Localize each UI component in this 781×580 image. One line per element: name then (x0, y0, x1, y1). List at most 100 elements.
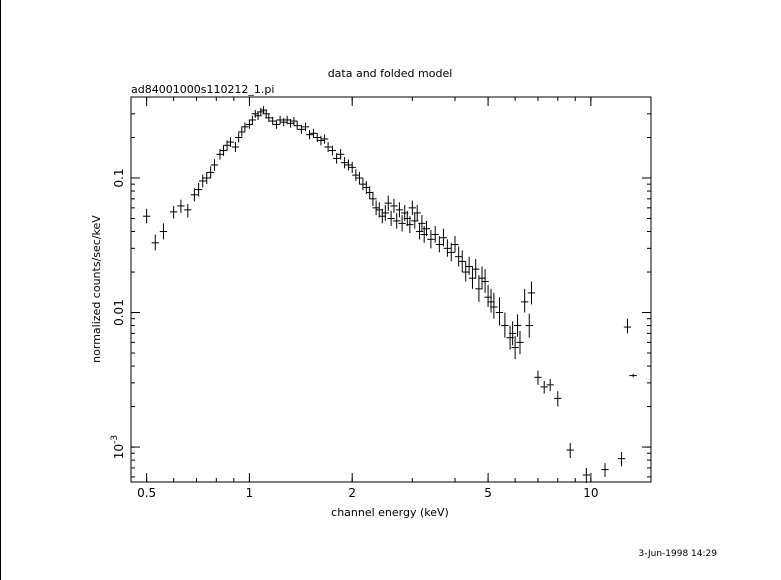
data-point (468, 266, 477, 289)
x-axis-ticks: 0.5 1 2 5 10 (137, 97, 599, 500)
data-point (241, 122, 249, 132)
data-point (435, 236, 444, 253)
data-point (245, 120, 254, 129)
data-point (422, 220, 431, 237)
data-point (427, 230, 435, 249)
data-point (340, 157, 349, 169)
data-point (234, 132, 243, 143)
chart-subtitle: ad84001000s110212_1.pi (131, 83, 274, 96)
data-point (458, 250, 466, 273)
data-point (352, 169, 360, 181)
y-axis-label: normalized counts/sec/keV (90, 215, 103, 363)
data-point (540, 380, 548, 394)
data-point (447, 242, 455, 262)
data-point (508, 321, 517, 346)
data-point (313, 133, 321, 143)
data-point (344, 159, 353, 171)
data-point (286, 119, 295, 128)
data-point (332, 153, 341, 164)
data-point (501, 312, 509, 338)
data-point (272, 120, 281, 129)
data-point (462, 261, 470, 282)
data-point (521, 288, 529, 313)
x-tick-label: 1 (246, 486, 254, 500)
data-point (159, 223, 168, 240)
data-point (390, 198, 398, 213)
chart-title: data and folded model (328, 67, 453, 80)
x-tick-label: 2 (348, 486, 356, 500)
data-point (439, 228, 448, 247)
x-tick-label: 0.5 (137, 486, 156, 500)
data-point (454, 246, 463, 267)
data-point (387, 210, 395, 226)
data-point (206, 166, 215, 179)
data-point (194, 182, 203, 197)
data-point (601, 463, 609, 477)
data-point (398, 215, 406, 232)
data-point (248, 115, 257, 125)
data-point (525, 313, 533, 338)
data-point (297, 124, 306, 134)
data-point (328, 145, 337, 156)
data-point (582, 467, 591, 484)
data-point (478, 266, 486, 289)
plot-frame (130, 96, 652, 483)
data-point (293, 121, 301, 130)
data-point (265, 113, 273, 122)
data-point (406, 216, 414, 234)
x-tick-label: 5 (484, 486, 492, 500)
data-point (375, 202, 383, 218)
data-point (465, 256, 473, 276)
data-point (513, 314, 522, 337)
data-point (511, 335, 519, 360)
y-tick-label: 10-3 (110, 435, 126, 459)
data-point (475, 275, 483, 302)
data-point (481, 269, 489, 293)
data-point (355, 171, 364, 185)
data-point (366, 186, 374, 199)
data-point (431, 225, 439, 243)
data-point (280, 118, 288, 127)
data-point (362, 180, 370, 195)
data-point (210, 159, 219, 171)
left-border-rule (0, 0, 1, 580)
data-point (238, 127, 246, 137)
timestamp: 3-Jun-1998 14:29 (639, 549, 718, 559)
data-point (408, 200, 416, 216)
data-point (290, 117, 298, 126)
data-point (369, 191, 377, 206)
data-point (384, 195, 392, 211)
x-tick-label: 10 (583, 486, 598, 500)
data-point (443, 239, 452, 257)
data-point (269, 117, 277, 126)
data-point (309, 128, 318, 138)
data-point (324, 142, 332, 153)
data-point (184, 204, 192, 218)
data-point (372, 200, 380, 216)
data-point (495, 297, 504, 326)
data-point (276, 115, 284, 125)
data-point (451, 236, 459, 253)
data-point (190, 188, 199, 202)
data-point (231, 142, 240, 153)
data-point (527, 281, 536, 305)
data-point (219, 145, 228, 156)
data-point (490, 292, 498, 319)
data-point (320, 134, 329, 144)
data-point (151, 234, 159, 251)
data-point (305, 130, 314, 140)
data-point (393, 212, 401, 229)
data-point (203, 171, 211, 185)
data-point (617, 451, 626, 467)
data-point (546, 379, 554, 392)
data-point (472, 258, 480, 279)
y-tick-label: 0.1 (112, 168, 126, 187)
data-point (381, 204, 389, 221)
data-point (177, 199, 185, 213)
data-point (623, 318, 632, 334)
data-point (317, 135, 325, 146)
data-point (359, 177, 367, 191)
data-point (348, 161, 356, 173)
data-point (516, 330, 524, 355)
